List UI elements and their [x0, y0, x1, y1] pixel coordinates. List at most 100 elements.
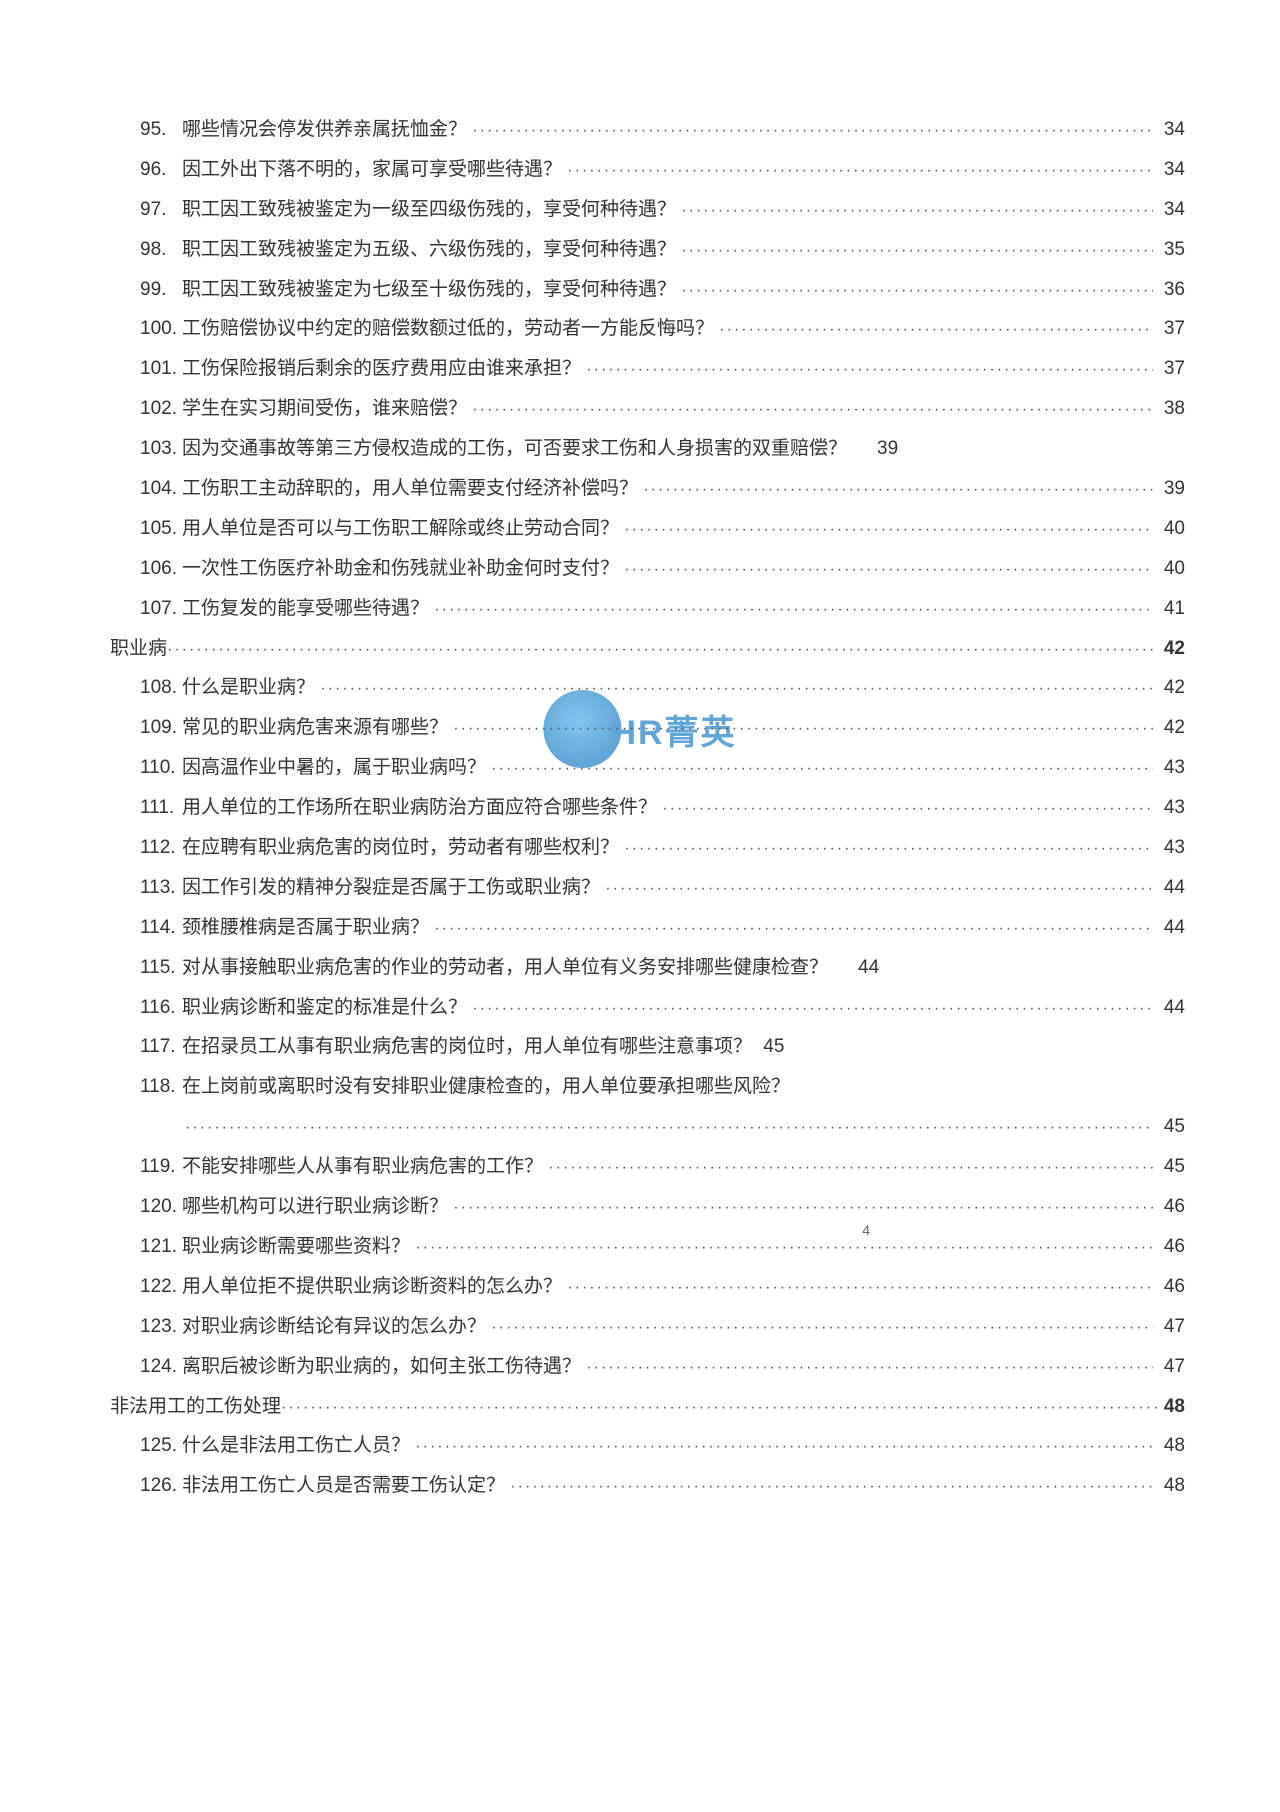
- toc-title: 对职业病诊断结论有异议的怎么办？: [182, 1307, 491, 1347]
- toc-entry: 117.在招录员工从事有职业病危害的岗位时，用人单位有哪些注意事项？ 45: [110, 1027, 1185, 1067]
- toc-entry: 115.对从事接触职业病危害的作业的劳动者，用人单位有义务安排哪些健康检查？44: [110, 948, 1185, 988]
- toc-page: 45: [752, 1027, 784, 1067]
- toc-title: 用人单位是否可以与工伤职工解除或终止劳动合同？: [182, 509, 624, 549]
- toc-leader: ········································…: [681, 194, 1152, 228]
- toc-title: 颈椎腰椎病是否属于职业病？: [182, 908, 434, 948]
- toc-section-title: 职业病: [110, 629, 167, 669]
- toc-page: 35: [1153, 230, 1185, 270]
- toc-title: 因高温作业中暑的，属于职业病吗？: [182, 748, 491, 788]
- toc-page: 48: [1158, 1387, 1185, 1427]
- toc-leader: ········································…: [643, 473, 1152, 507]
- toc-page: 42: [1158, 629, 1185, 669]
- toc-title: 在招录员工从事有职业病危害的岗位时，用人单位有哪些注意事项？: [182, 1027, 752, 1067]
- toc-page: 44: [1153, 868, 1185, 908]
- toc-leader: ········································…: [567, 154, 1152, 188]
- toc-entry: 123.对职业病诊断结论有异议的怎么办？ ···················…: [110, 1307, 1185, 1347]
- toc-number: 113.: [140, 868, 182, 908]
- toc-page: 42: [1153, 668, 1185, 708]
- toc-number: 110.: [140, 748, 182, 788]
- toc-title: 职工因工致残被鉴定为七级至十级伤残的，享受何种待遇？: [182, 270, 681, 310]
- toc-leader: ········································…: [586, 1351, 1152, 1385]
- toc-entry: 97.职工因工致残被鉴定为一级至四级伤残的，享受何种待遇？ ··········…: [110, 190, 1185, 230]
- toc-number: 99.: [140, 270, 182, 310]
- toc-entry: 95.哪些情况会停发供养亲属抚恤金？ ·····················…: [110, 110, 1185, 150]
- toc-page: 43: [1153, 788, 1185, 828]
- toc-leader: ········································…: [491, 1311, 1152, 1345]
- toc-title: 一次性工伤医疗补助金和伤残就业补助金何时支付？: [182, 549, 624, 589]
- toc-leader: ········································…: [415, 1430, 1152, 1464]
- toc-entry: 104.工伤职工主动辞职的，用人单位需要支付经济补偿吗？ ···········…: [110, 469, 1185, 509]
- toc-number: 123.: [140, 1307, 182, 1347]
- toc-number: 103.: [140, 429, 182, 469]
- toc-section-title: 非法用工的工伤处理: [110, 1387, 281, 1427]
- toc-entry: 121.职业病诊断需要哪些资料？ ·······················…: [110, 1227, 1185, 1267]
- toc-entry: 101.工伤保险报销后剩余的医疗费用应由谁来承担？ ··············…: [110, 349, 1185, 389]
- toc-entry: 98.职工因工致残被鉴定为五级、六级伤残的，享受何种待遇？ ··········…: [110, 230, 1185, 270]
- toc-page: 44: [828, 948, 879, 988]
- toc-title: 职业病诊断需要哪些资料？: [182, 1227, 415, 1267]
- toc-number: 124.: [140, 1347, 182, 1387]
- toc-number: 108.: [140, 668, 182, 708]
- toc-page: 42: [1153, 708, 1185, 748]
- toc-leader: ········································…: [567, 1271, 1152, 1305]
- toc-number: 117.: [140, 1027, 182, 1067]
- toc-entry: 105.用人单位是否可以与工伤职工解除或终止劳动合同？ ············…: [110, 509, 1185, 549]
- toc-page: 34: [1153, 150, 1185, 190]
- toc-number: 122.: [140, 1267, 182, 1307]
- toc-section: 非法用工的工伤处理·······························…: [110, 1387, 1185, 1427]
- toc-page: 40: [1153, 549, 1185, 589]
- toc-leader: ········································…: [472, 992, 1152, 1026]
- toc-leader: ········································…: [472, 393, 1152, 427]
- toc-number: 107.: [140, 589, 182, 629]
- toc-entry: 120.哪些机构可以进行职业病诊断？ ·····················…: [110, 1187, 1185, 1227]
- toc-leader: ········································…: [434, 593, 1152, 627]
- toc-title: 因工外出下落不明的，家属可享受哪些待遇？: [182, 150, 567, 190]
- toc-number: 120.: [140, 1187, 182, 1227]
- toc-leader: ········································…: [605, 872, 1152, 906]
- toc-page: 41: [1153, 589, 1185, 629]
- toc-title: 在上岗前或离职时没有安排职业健康检查的，用人单位要承担哪些风险？: [182, 1067, 790, 1107]
- toc-title: 离职后被诊断为职业病的，如何主张工伤待遇？: [182, 1347, 586, 1387]
- toc-leader: ········································…: [491, 752, 1152, 786]
- toc-page: 38: [1153, 389, 1185, 429]
- toc-page: 47: [1153, 1347, 1185, 1387]
- toc-number: 126.: [140, 1466, 182, 1506]
- toc-page: 46: [1153, 1227, 1185, 1267]
- toc-leader: ········································…: [662, 792, 1152, 826]
- toc-title: 工伤赔偿协议中约定的赔偿数额过低的，劳动者一方能反悔吗？: [182, 309, 719, 349]
- toc-leader: ········································…: [167, 633, 1158, 667]
- toc-title: 在应聘有职业病危害的岗位时，劳动者有哪些权利？: [182, 828, 624, 868]
- toc-page: 48: [1153, 1426, 1185, 1466]
- toc-page: 43: [1153, 748, 1185, 788]
- toc-number: 101.: [140, 349, 182, 389]
- toc-title: 哪些情况会停发供养亲属抚恤金？: [182, 110, 472, 150]
- toc-page: 39: [1153, 469, 1185, 509]
- toc-page: 37: [1153, 349, 1185, 389]
- toc-leader: ········································…: [453, 712, 1152, 746]
- toc-number: 104.: [140, 469, 182, 509]
- toc-leader: ········································…: [681, 274, 1152, 308]
- toc-page: 47: [1153, 1307, 1185, 1347]
- toc-entry: 96.因工外出下落不明的，家属可享受哪些待遇？ ················…: [110, 150, 1185, 190]
- toc-leader: ········································…: [624, 513, 1152, 547]
- toc-entry: 126.非法用工伤亡人员是否需要工伤认定？ ··················…: [110, 1466, 1185, 1506]
- toc-title: 职工因工致残被鉴定为五级、六级伤残的，享受何种待遇？: [182, 230, 681, 270]
- toc-leader: ········································…: [719, 313, 1152, 347]
- toc-leader: ········································…: [624, 832, 1152, 866]
- toc-number: 112.: [140, 828, 182, 868]
- toc-title: 职工因工致残被鉴定为一级至四级伤残的，享受何种待遇？: [182, 190, 681, 230]
- toc-title: 用人单位拒不提供职业病诊断资料的怎么办？: [182, 1267, 567, 1307]
- toc-entry-continuation: ········································…: [110, 1107, 1185, 1147]
- toc-title: 因工作引发的精神分裂症是否属于工伤或职业病？: [182, 868, 605, 908]
- toc-title: 学生在实习期间受伤，谁来赔偿？: [182, 389, 472, 429]
- toc-title: 职业病诊断和鉴定的标准是什么？: [182, 988, 472, 1028]
- toc-number: 116.: [140, 988, 182, 1028]
- toc-leader: ········································…: [624, 553, 1152, 587]
- toc-page: 40: [1153, 509, 1185, 549]
- toc-title: 因为交通事故等第三方侵权造成的工伤，可否要求工伤和人身损害的双重赔偿？: [182, 429, 847, 469]
- toc-title: 工伤职工主动辞职的，用人单位需要支付经济补偿吗？: [182, 469, 643, 509]
- toc-title: 工伤保险报销后剩余的医疗费用应由谁来承担？: [182, 349, 586, 389]
- toc-entry: 110.因高温作业中暑的，属于职业病吗？ ···················…: [110, 748, 1185, 788]
- toc-title: 常见的职业病危害来源有哪些？: [182, 708, 453, 748]
- toc-page: 34: [1153, 190, 1185, 230]
